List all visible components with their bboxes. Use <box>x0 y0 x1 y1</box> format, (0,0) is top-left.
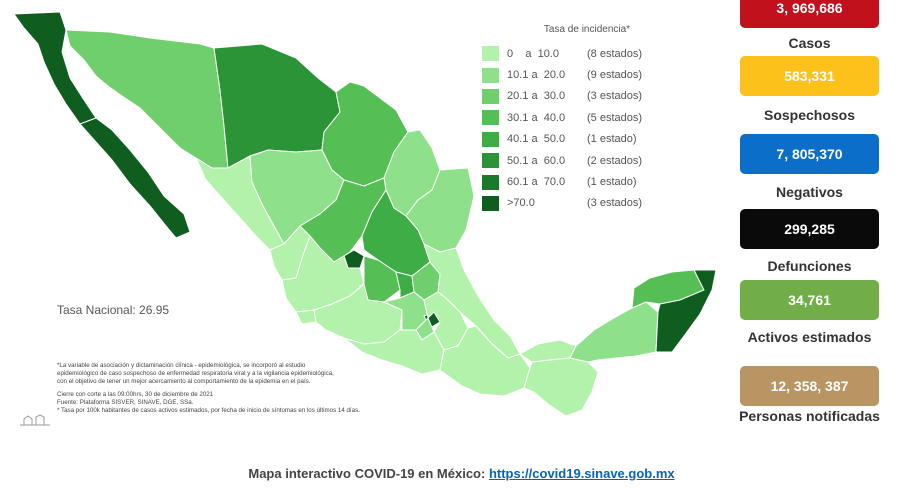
stat-defunciones-box: 299,285 <box>740 209 879 249</box>
footnote-line: con el objetivo de tener un mejor acerca… <box>57 377 311 385</box>
legend-range: 40.1 a 50.0 <box>507 133 566 146</box>
bottom-caption: Mapa interactivo COVID-19 en México: htt… <box>0 466 923 481</box>
stat-value: 299,285 <box>784 221 835 237</box>
legend-row: 60.1 a 70.0 (1 estado) <box>482 171 672 192</box>
footnote-line: *La variable de asociación y dictaminaci… <box>57 362 306 369</box>
footnote-cierre: Cierre con corte a las 09:00hrs, 30 de d… <box>57 391 214 399</box>
legend-range: >70.0 <box>507 197 535 210</box>
stat-activos-box: 34,761 <box>740 280 879 320</box>
legend-row: 10.1 a 20.0 (9 estados) <box>482 64 672 85</box>
stat-negativos-label: Negativos <box>776 184 843 200</box>
stat-negativos-box: 7, 805,370 <box>740 134 879 174</box>
legend-swatch <box>482 174 499 190</box>
legend-title: Tasa de incidencia* <box>543 24 631 35</box>
stat-value: 583,331 <box>784 68 835 84</box>
footnote-tasa: * Tasa por 100k habitantes de casos acti… <box>57 406 360 414</box>
stat-casos-label: Casos <box>788 35 831 51</box>
legend-count: (8 estados) <box>587 47 643 60</box>
legend-count: (3 estados) <box>587 90 643 103</box>
legend-row: >70.0 (3 estados) <box>482 193 672 214</box>
stat-sospechosos-label: Sospechosos <box>763 107 856 123</box>
state-colima[interactable] <box>295 309 317 325</box>
stat-value: 7, 805,370 <box>776 146 843 162</box>
stat-defunciones-label: Defunciones <box>767 258 852 274</box>
legend-row: 40.1 a 50.0 (1 estado) <box>482 129 672 150</box>
covid-map-link[interactable]: https://covid19.sinave.gob.mx <box>488 466 675 481</box>
legend-range: 0 a 10.0 <box>507 47 559 60</box>
state-guerrero[interactable] <box>343 329 445 375</box>
stat-sospechosos-box: 583,331 <box>740 56 879 96</box>
stat-value: 3, 969,686 <box>776 0 843 16</box>
legend-range: 50.1 a 60.0 <box>507 154 566 167</box>
footnote-line: epidemiológico de caso sospechoso de enf… <box>57 369 334 377</box>
legend-range: 20.1 a 30.0 <box>507 90 566 103</box>
legend-swatch <box>482 110 499 126</box>
legend-swatch <box>482 195 499 211</box>
legend-range: 60.1 a 70.0 <box>507 176 566 189</box>
legend-swatch <box>482 153 499 169</box>
legend-row: 20.1 a 30.0 (3 estados) <box>482 86 672 107</box>
legend-count: (2 estados) <box>587 154 643 167</box>
state-baja-california[interactable] <box>13 11 97 125</box>
stat-notificadas-box: 12, 358, 387 <box>740 366 879 406</box>
legend-row: 0 a 10.0 (8 estados) <box>482 43 672 64</box>
legend-row: 50.1 a 60.0 (2 estados) <box>482 150 672 171</box>
legend-count: (5 estados) <box>587 111 643 124</box>
national-rate: Tasa Nacional: 26.95 <box>57 303 170 317</box>
state-michoacan[interactable] <box>313 283 403 345</box>
legend-count: (3 estados) <box>587 197 643 210</box>
legend-swatch <box>482 46 499 62</box>
legend-swatch <box>482 131 499 147</box>
footnote-fuente: Fuente: Plataforma SISVER, SINAVE, DGE, … <box>57 399 194 407</box>
state-oaxaca[interactable] <box>439 325 531 397</box>
state-sonora[interactable] <box>65 29 229 169</box>
stat-activos-label: Activos estimados <box>747 329 872 345</box>
state-chiapas[interactable] <box>523 357 599 417</box>
state-campeche[interactable] <box>569 301 659 363</box>
state-chihuahua[interactable] <box>213 43 341 169</box>
stat-casos-box: 3, 969,686 <box>740 0 879 28</box>
legend-row: 30.1 a 40.0 (5 estados) <box>482 107 672 128</box>
state-quintana-roo[interactable] <box>655 269 717 353</box>
legend-count: (9 estados) <box>587 69 643 82</box>
stat-value: 34,761 <box>788 292 831 308</box>
legend-range: 30.1 a 40.0 <box>507 111 566 124</box>
bottom-text: Mapa interactivo COVID-19 en México: <box>248 466 489 481</box>
logo-icon <box>20 414 50 426</box>
legend-swatch <box>482 88 499 104</box>
legend-count: (1 estado) <box>587 176 637 189</box>
map-legend: Tasa de incidencia* 0 a 10.0 (8 estados)… <box>482 24 672 214</box>
legend-swatch <box>482 67 499 83</box>
stat-notificadas-label: Personas notificadas <box>739 408 880 424</box>
state-baja-california-sur[interactable] <box>79 117 191 239</box>
legend-count: (1 estado) <box>587 133 637 146</box>
stat-value: 12, 358, 387 <box>770 378 849 394</box>
footnotes: *La variable de asociación y dictaminaci… <box>57 362 467 415</box>
legend-range: 10.1 a 20.0 <box>507 69 566 82</box>
